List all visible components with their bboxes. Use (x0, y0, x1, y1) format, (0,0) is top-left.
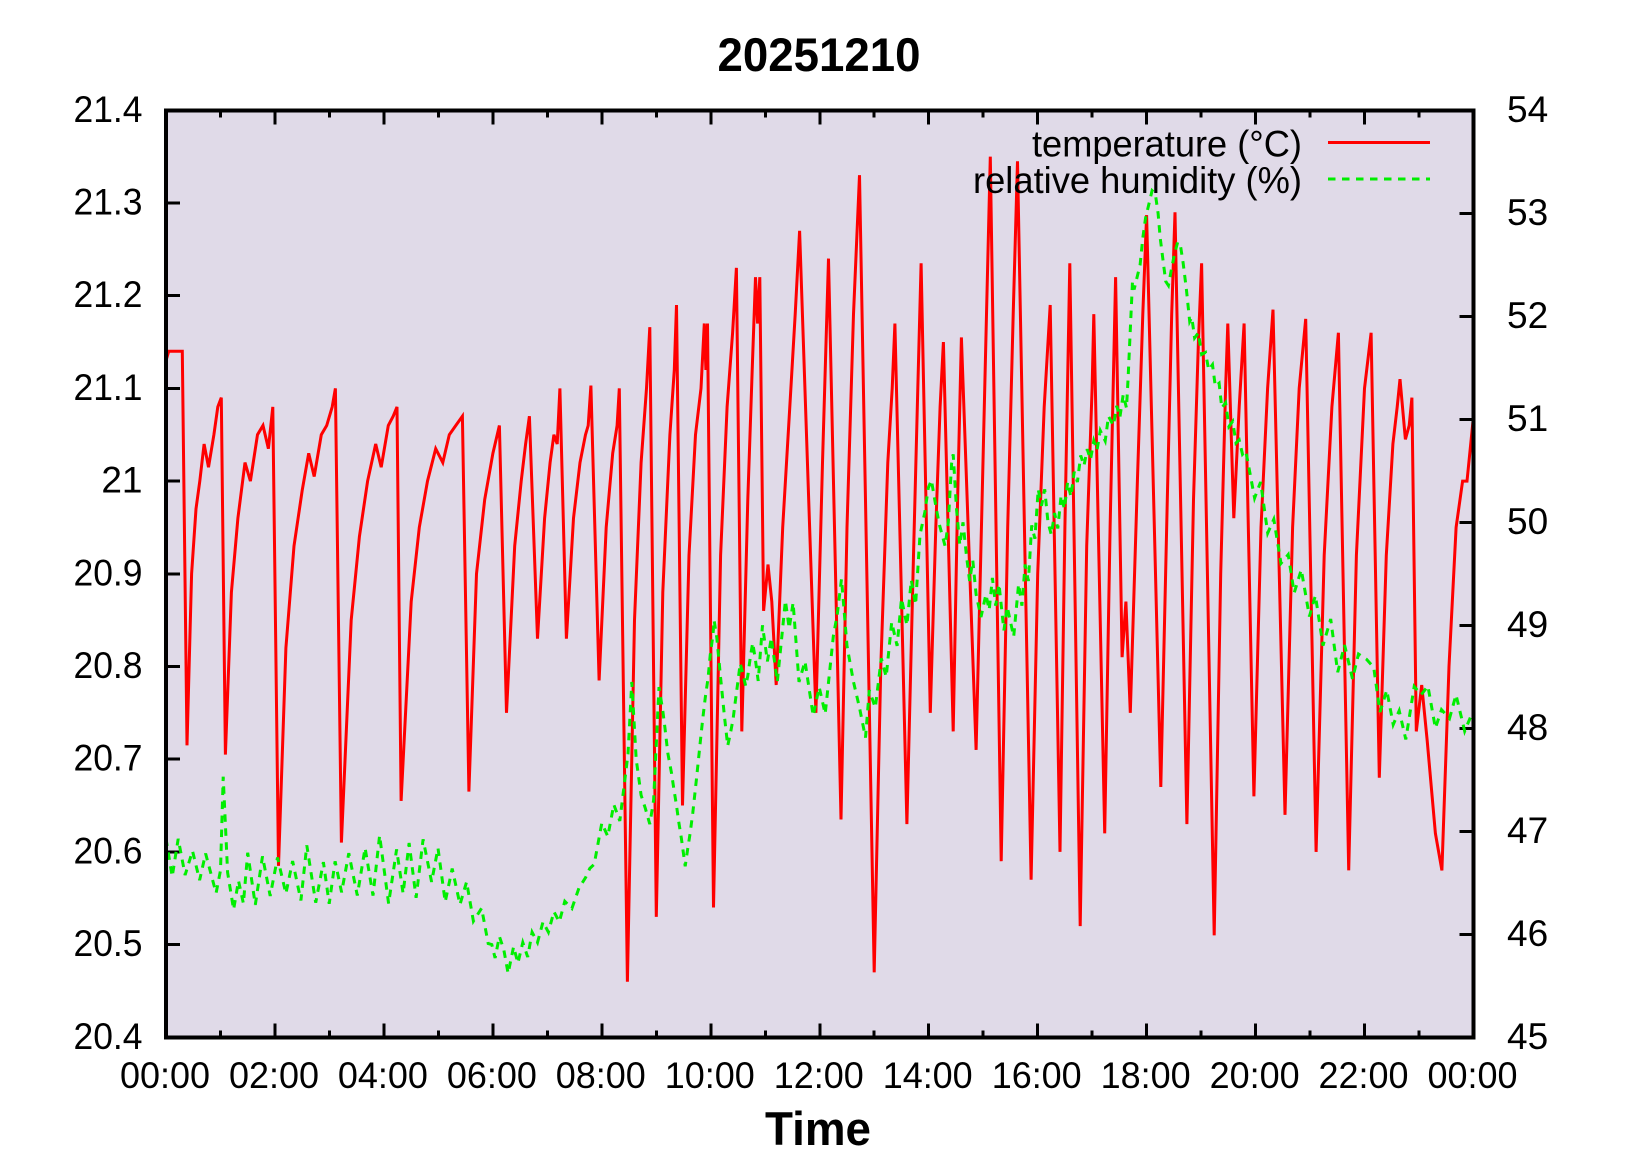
svg-text:20251210: 20251210 (718, 28, 921, 81)
svg-text:48: 48 (1507, 707, 1548, 748)
svg-text:54: 54 (1507, 89, 1548, 130)
svg-text:relative humidity (%): relative humidity (%) (973, 160, 1302, 201)
svg-text:21.1: 21.1 (74, 367, 143, 408)
svg-text:45: 45 (1507, 1016, 1548, 1057)
svg-text:20:00: 20:00 (1210, 1055, 1300, 1096)
svg-text:16:00: 16:00 (992, 1055, 1082, 1096)
svg-text:21: 21 (101, 460, 142, 501)
svg-text:14:00: 14:00 (883, 1055, 973, 1096)
svg-text:49: 49 (1507, 604, 1548, 645)
svg-text:21.2: 21.2 (74, 274, 143, 315)
svg-text:21.4: 21.4 (74, 89, 143, 130)
svg-text:21.3: 21.3 (74, 182, 143, 223)
svg-text:20.9: 20.9 (74, 552, 143, 593)
svg-text:02:00: 02:00 (229, 1055, 319, 1096)
svg-text:temperature (°C): temperature (°C) (1032, 124, 1302, 165)
svg-text:00:00: 00:00 (120, 1055, 210, 1096)
svg-text:50: 50 (1507, 501, 1548, 542)
svg-text:53: 53 (1507, 192, 1548, 233)
svg-text:22:00: 22:00 (1319, 1055, 1409, 1096)
svg-text:10:00: 10:00 (665, 1055, 755, 1096)
svg-text:47: 47 (1507, 810, 1548, 851)
svg-text:04:00: 04:00 (338, 1055, 428, 1096)
svg-text:52: 52 (1507, 295, 1548, 336)
svg-text:06:00: 06:00 (447, 1055, 537, 1096)
svg-text:20.4: 20.4 (74, 1016, 143, 1057)
svg-text:20.7: 20.7 (74, 738, 143, 779)
svg-text:18:00: 18:00 (1101, 1055, 1191, 1096)
svg-text:00:00: 00:00 (1428, 1055, 1518, 1096)
svg-text:Time: Time (765, 1102, 871, 1155)
svg-text:51: 51 (1507, 398, 1548, 439)
svg-text:20.5: 20.5 (74, 923, 143, 964)
svg-text:20.6: 20.6 (74, 830, 143, 871)
svg-text:12:00: 12:00 (774, 1055, 864, 1096)
svg-text:46: 46 (1507, 913, 1548, 954)
svg-text:08:00: 08:00 (556, 1055, 646, 1096)
svg-text:20.8: 20.8 (74, 645, 143, 686)
